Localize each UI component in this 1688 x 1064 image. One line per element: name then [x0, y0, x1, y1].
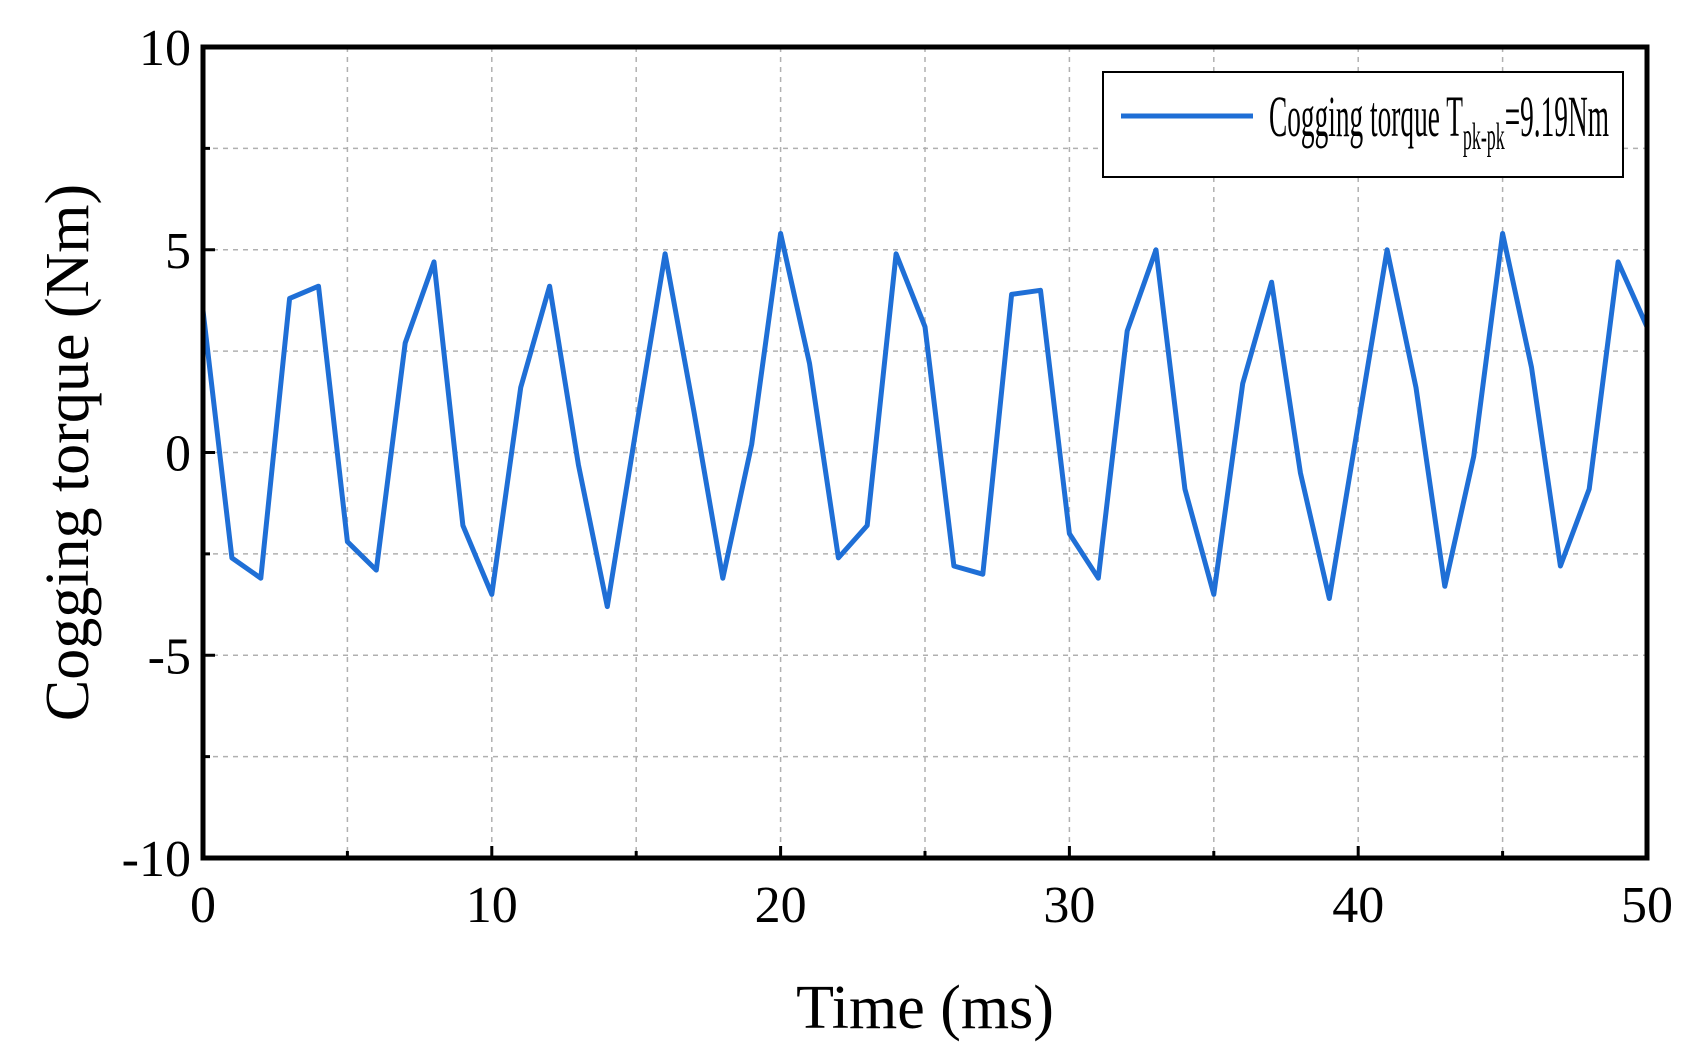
x-tick-label: 20 [755, 877, 807, 934]
legend-label-suffix: =9.19Nm [1505, 84, 1609, 149]
y-tick-labels: -10 -5 0 5 10 [122, 20, 191, 888]
x-tick-label: 40 [1332, 877, 1384, 934]
plot-frame [200, 44, 1650, 861]
x-tick-label: 30 [1043, 877, 1095, 934]
x-tick-label: 10 [466, 877, 518, 934]
y-tick-label: 5 [165, 223, 191, 280]
y-tick-label: -10 [122, 831, 191, 888]
x-tick-label: 0 [190, 877, 216, 934]
legend-label: Cogging torque Tpk-pk=9.19Nm [1269, 84, 1609, 158]
legend: Cogging torque Tpk-pk=9.19Nm [1102, 71, 1624, 178]
x-tick-label: 50 [1621, 877, 1673, 934]
legend-box [1102, 71, 1624, 178]
x-tick-labels: 0 10 20 30 40 50 [190, 877, 1673, 934]
y-tick-label: -5 [148, 628, 191, 685]
y-tick-label: 10 [139, 20, 191, 77]
y-tick-label: 0 [165, 426, 191, 483]
x-axis-title: Time (ms) [796, 974, 1054, 1042]
y-axis-title: Cogging torque (Nm) [34, 184, 102, 721]
legend-label-main: Cogging torque T [1269, 84, 1463, 149]
legend-label-subscript: pk-pk [1463, 116, 1505, 158]
series-line-cogging-torque [200, 231, 1650, 610]
